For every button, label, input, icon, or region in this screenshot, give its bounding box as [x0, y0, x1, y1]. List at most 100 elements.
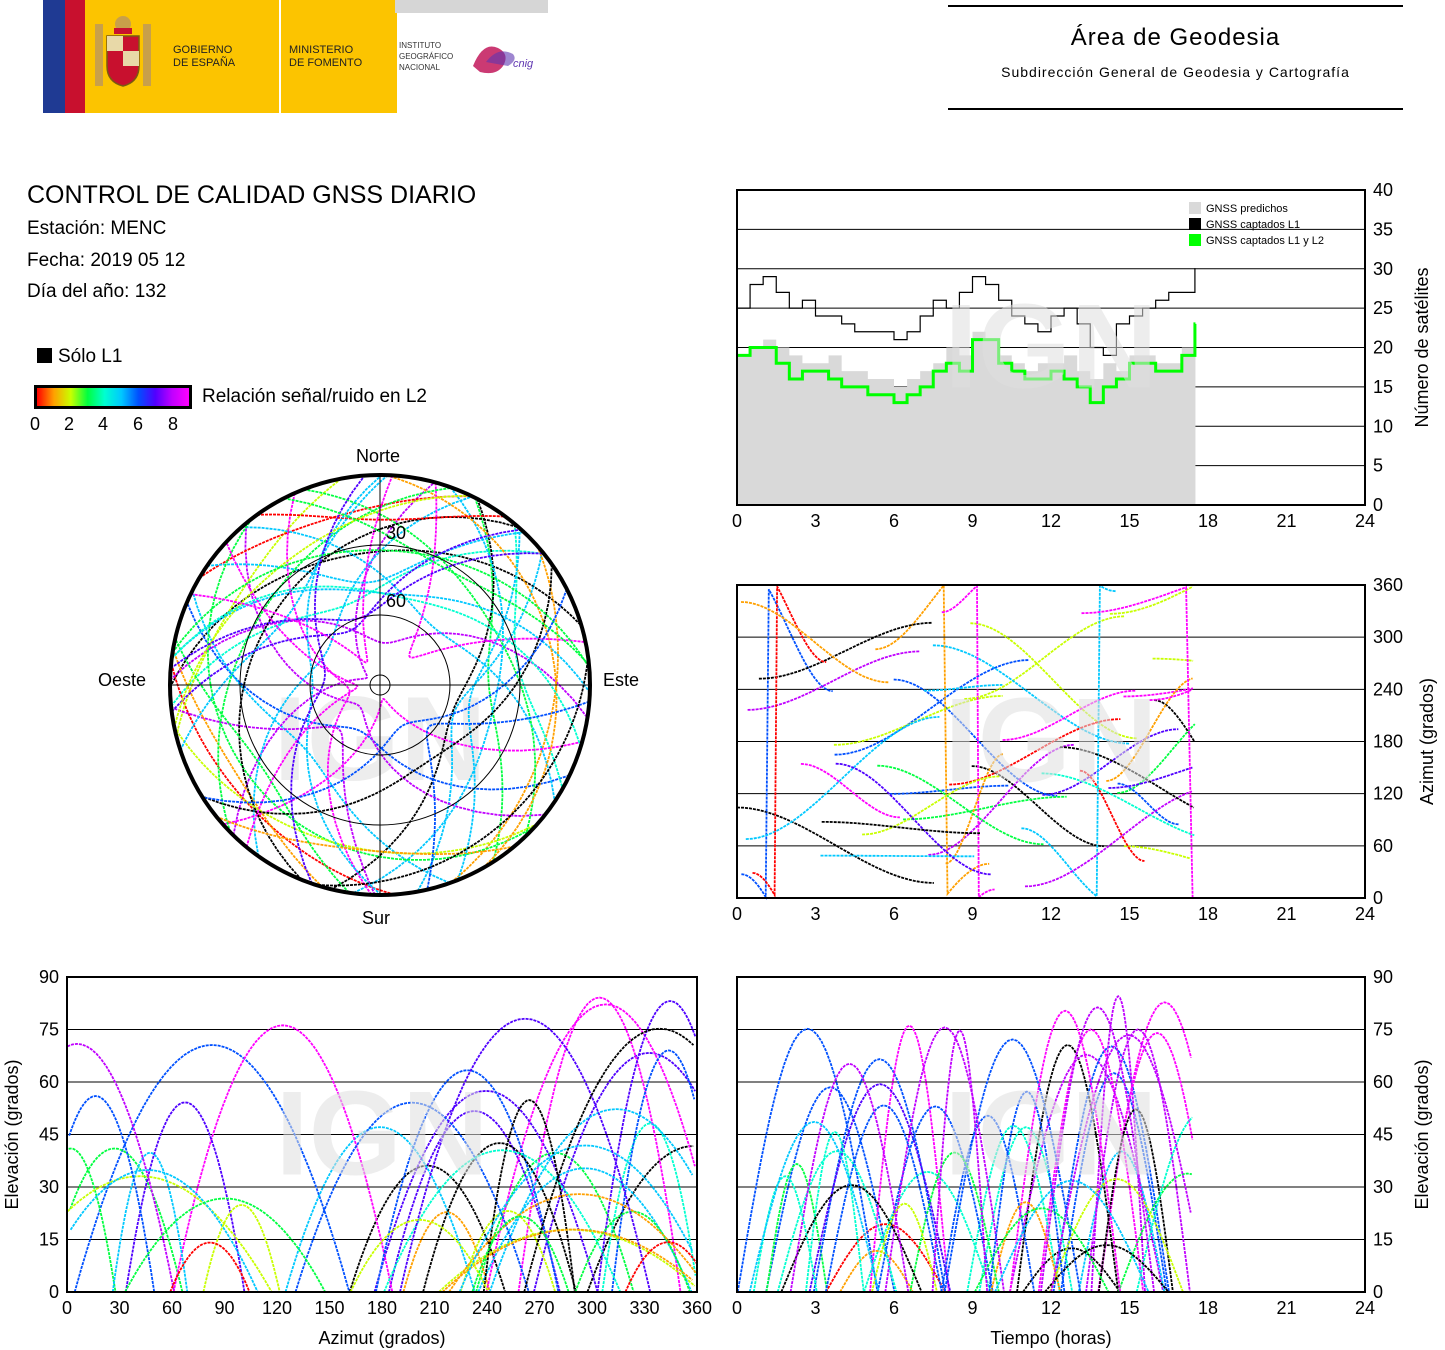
- x-tick-label: 330: [629, 1298, 659, 1318]
- x-tick-label: 150: [314, 1298, 344, 1318]
- satellite-track: [174, 638, 350, 894]
- x-axis-label: Tiempo (horas): [990, 1328, 1111, 1348]
- satellite-track: [1024, 790, 1193, 888]
- flag-stripe-blue: [43, 0, 65, 113]
- satellite-track: [348, 1164, 507, 1293]
- satellite-track: [290, 475, 366, 884]
- satellite-track: [994, 1179, 1150, 1293]
- legend-swatch: [1189, 202, 1201, 214]
- satellite-track: [485, 1003, 696, 1293]
- satellite-track: [884, 1026, 1005, 1293]
- satellite-track: [941, 583, 995, 900]
- satellite-track: [238, 516, 519, 881]
- y-tick-label: 15: [1373, 1230, 1393, 1250]
- x-tick-label: 18: [1198, 511, 1218, 531]
- plot-frame: [66, 976, 698, 1293]
- x-tick-label: 0: [732, 904, 742, 924]
- satellite-track: [474, 497, 504, 863]
- ign-watermark: IGN: [275, 1067, 488, 1201]
- ign-name-line1: INSTITUTO: [399, 41, 442, 50]
- satellite-track: [736, 806, 934, 884]
- y-tick-label: 60: [1373, 836, 1393, 856]
- x-tick-label: 9: [967, 1298, 977, 1318]
- elevation-azimuth-chart: IGN 0 30 60 90 120 150 180 210 240 270 300 330 360 0 15…: [2, 967, 712, 1348]
- satellite-track: [68, 1147, 117, 1293]
- snr-tick-0: 0: [30, 414, 41, 434]
- satellite-track: [758, 621, 933, 680]
- satellite-track: [586, 1145, 694, 1293]
- satellite-track: [383, 1149, 622, 1293]
- satellite-track: [172, 648, 324, 888]
- skyplot-south-label: Sur: [362, 908, 391, 928]
- snr-tick-6: 6: [133, 414, 144, 434]
- skyplot-north-label: Norte: [356, 446, 401, 466]
- satellite-track: [765, 1163, 828, 1293]
- snr-tick-8: 8: [168, 414, 179, 434]
- satellite-track: [1106, 677, 1193, 782]
- satellite-track: [970, 622, 1138, 740]
- x-tick-label: 0: [732, 1298, 742, 1318]
- satellite-track: [931, 1029, 989, 1293]
- satellite-track: [222, 697, 583, 826]
- satellite-track: [169, 549, 583, 688]
- y-tick-label: 25: [1373, 298, 1393, 318]
- plot-frame: [736, 584, 1366, 899]
- x-tick-label: 30: [109, 1298, 129, 1318]
- satellite-track: [988, 1090, 1066, 1293]
- satellite-track: [574, 1210, 691, 1293]
- x-tick-label: 21: [1276, 1298, 1296, 1318]
- y-tick-label: 20: [1373, 338, 1393, 358]
- satellite-track: [839, 1249, 914, 1293]
- satellite-track: [399, 1017, 652, 1293]
- satellite-track: [330, 498, 495, 891]
- satellite-track: [877, 764, 1044, 846]
- x-axis-label: Azimut (grados): [318, 1328, 445, 1348]
- satellite-track: [805, 1131, 865, 1293]
- x-tick-label: 0: [62, 1298, 72, 1318]
- satellite-track: [171, 528, 522, 713]
- satellite-track: [450, 545, 559, 884]
- snr-tick-4: 4: [98, 414, 109, 434]
- plot-area: [736, 994, 1194, 1293]
- y-tick-label: 40: [1373, 180, 1393, 200]
- y-tick-label: 75: [1373, 1020, 1393, 1040]
- satellite-track: [69, 1147, 184, 1293]
- skyplot-horizon: [168, 473, 592, 897]
- satellite-track: [252, 495, 473, 857]
- satellite-track: [385, 474, 558, 869]
- y-tick-label: 10: [1373, 416, 1393, 436]
- satellite-track: [284, 1126, 476, 1293]
- satellite-track: [171, 549, 591, 669]
- satellite-track: [1123, 687, 1194, 698]
- satellite-track: [932, 644, 1131, 745]
- satellite-track: [1060, 1072, 1168, 1293]
- satellite-track: [172, 1024, 394, 1293]
- y-axis-label: Elevación (grados): [2, 1059, 22, 1209]
- x-tick-label: 18: [1198, 904, 1218, 924]
- plot-area: [737, 268, 1197, 505]
- plot-frame: [736, 189, 1366, 506]
- ign-watermark: IGN: [944, 1067, 1157, 1201]
- satellite-track: [1085, 1028, 1191, 1293]
- l1-only-swatch: [37, 348, 52, 363]
- y-tick-label: 45: [39, 1125, 59, 1145]
- skyplot-east-label: Este: [603, 670, 640, 690]
- flag-stripe-red-2: [73, 0, 85, 113]
- x-tick-label: 3: [810, 1298, 820, 1318]
- skyplot-ring-label-30: 30: [386, 523, 406, 543]
- ticks: 0 30 60 90 120 150 180 210 240 270 300 330 360 0 15 30 4…: [39, 967, 712, 1318]
- satellite-track: [1044, 1244, 1170, 1293]
- satellite-track: [835, 762, 992, 876]
- satellite-track: [903, 795, 1067, 821]
- satellite-track: [456, 528, 521, 881]
- legend-swatch: [1189, 218, 1201, 230]
- satellite-track: [517, 996, 682, 1293]
- x-tick-label: 6: [889, 904, 899, 924]
- satellite-track: [945, 753, 1004, 865]
- gov-name-line1: GOBIERNO: [173, 44, 233, 56]
- plot-frame: [736, 976, 1366, 1293]
- y-tick-label: 300: [1373, 627, 1403, 647]
- y-tick-label: 30: [39, 1177, 59, 1197]
